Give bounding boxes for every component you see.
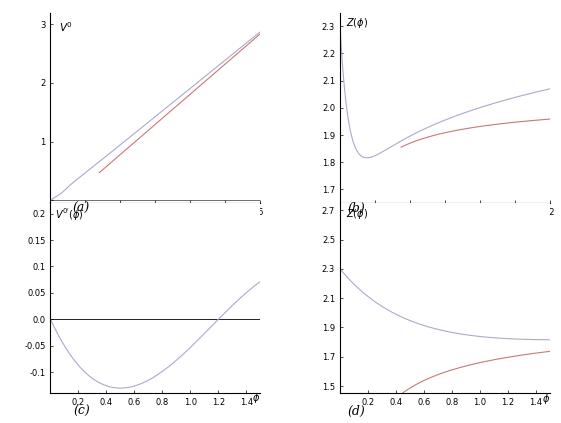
Text: (d): (d) bbox=[347, 404, 365, 418]
Text: $\phi$: $\phi$ bbox=[539, 202, 547, 216]
Text: (a): (a) bbox=[73, 201, 90, 214]
Text: $\phi$: $\phi$ bbox=[249, 203, 257, 217]
Text: (c): (c) bbox=[73, 404, 90, 418]
Text: (b): (b) bbox=[347, 201, 365, 214]
Text: $V^0$: $V^0$ bbox=[59, 20, 73, 34]
Text: $Z(\phi)$: $Z(\phi)$ bbox=[346, 207, 369, 221]
Text: $\phi$: $\phi$ bbox=[252, 391, 260, 405]
Text: $Z(\phi)$: $Z(\phi)$ bbox=[346, 16, 369, 30]
Text: $V^{0'}(\phi)$: $V^{0'}(\phi)$ bbox=[54, 207, 84, 223]
Text: $\phi$: $\phi$ bbox=[541, 392, 550, 406]
